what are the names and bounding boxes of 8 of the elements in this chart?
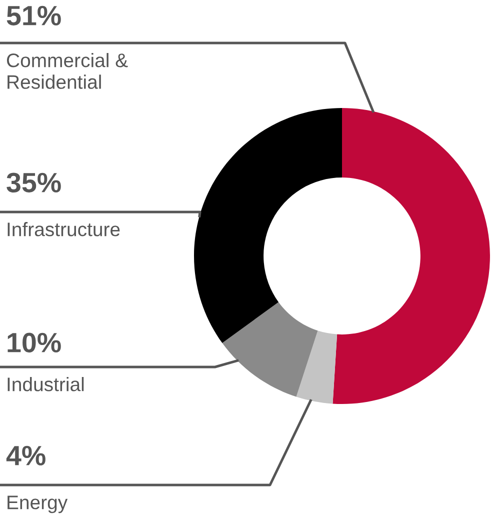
slice-label: Infrastructure — [8, 222, 120, 236]
slice-label: Commercial & Residential — [6, 53, 128, 89]
data-label: 35% — [6, 172, 61, 192]
data-label: 10% — [8, 332, 61, 352]
data-label: 51% — [6, 6, 61, 26]
data-label: 4% — [6, 446, 46, 466]
slice-label: Industrial — [8, 377, 84, 392]
slice-label: Energy — [8, 496, 68, 514]
